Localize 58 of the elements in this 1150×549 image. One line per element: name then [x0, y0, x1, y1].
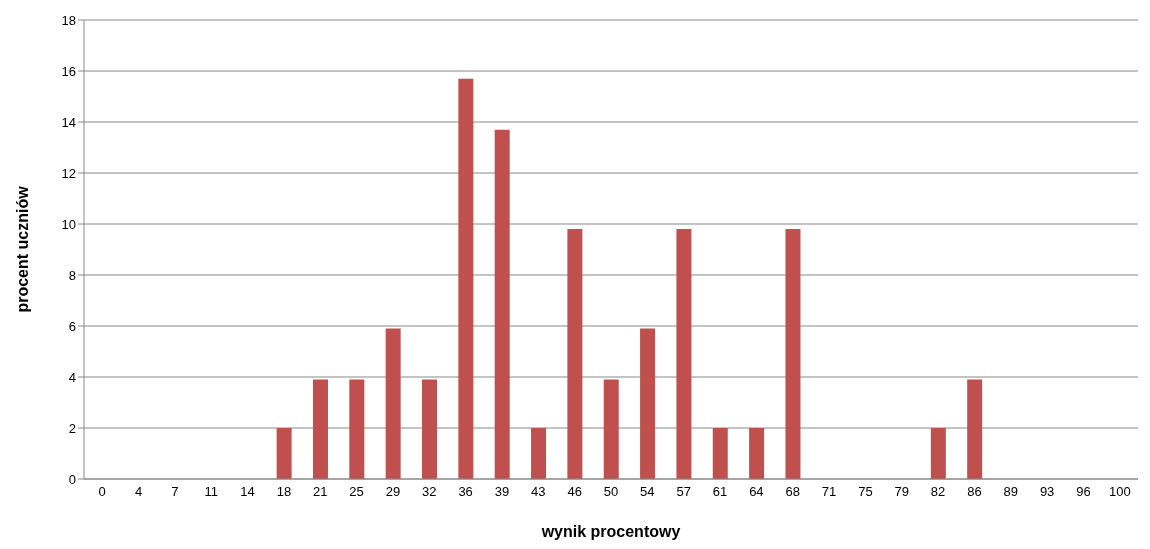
- x-tick-label: 46: [567, 484, 582, 500]
- x-tick-label: 29: [385, 484, 401, 500]
- y-tick-label: 6: [68, 318, 76, 334]
- x-tick-label: 100: [1108, 484, 1131, 500]
- bar: [967, 379, 983, 479]
- bar: [749, 428, 765, 479]
- bar: [494, 129, 510, 479]
- x-tick-label: 82: [930, 484, 946, 500]
- bar: [531, 428, 547, 479]
- bar: [458, 78, 474, 479]
- bar: [930, 428, 946, 479]
- bar: [422, 379, 438, 479]
- y-tick-label: 8: [68, 267, 76, 283]
- y-tick-label: 10: [61, 216, 76, 232]
- x-tick-label: 25: [349, 484, 364, 500]
- y-tick-label: 18: [61, 12, 76, 28]
- x-tick-label: 71: [821, 484, 837, 500]
- x-tick-label: 61: [712, 484, 728, 500]
- bar: [676, 229, 692, 479]
- y-tick-label: 2: [68, 420, 76, 436]
- x-tick-label: 68: [785, 484, 800, 500]
- y-axis-title: procent uczniów: [13, 185, 31, 313]
- x-tick-label: 93: [1039, 484, 1055, 500]
- x-tick-label: 89: [1003, 484, 1019, 500]
- x-tick-label: 43: [531, 484, 546, 500]
- x-tick-label: 54: [640, 484, 655, 500]
- bar: [640, 328, 656, 479]
- x-tick-label: 64: [749, 484, 764, 500]
- x-tick-label: 14: [240, 484, 255, 500]
- x-tick-label: 32: [422, 484, 437, 500]
- bar: [276, 428, 292, 479]
- x-tick-label: 57: [676, 484, 691, 500]
- x-tick-label: 11: [204, 484, 218, 500]
- x-tick-label: 4: [134, 484, 143, 500]
- bar: [349, 379, 365, 479]
- y-tick-label: 4: [68, 369, 76, 385]
- x-tick-label: 0: [98, 484, 106, 500]
- x-tick-label: 18: [276, 484, 292, 500]
- x-tick-label: 21: [313, 484, 328, 500]
- x-tick-label: 7: [171, 484, 179, 500]
- x-tick-label: 36: [458, 484, 473, 500]
- x-tick-label: 86: [967, 484, 982, 500]
- bar: [785, 229, 801, 479]
- x-tick-label: 39: [494, 484, 510, 500]
- bar: [603, 379, 619, 479]
- bar: [312, 379, 328, 479]
- bar: [567, 229, 583, 479]
- y-tick-label: 16: [61, 63, 76, 79]
- x-tick-label: 96: [1076, 484, 1091, 500]
- x-tick-label: 79: [894, 484, 909, 500]
- bar: [712, 428, 728, 479]
- y-tick-label: 14: [61, 114, 76, 130]
- bar: [385, 328, 401, 479]
- x-tick-label: 50: [603, 484, 619, 500]
- y-tick-label: 12: [61, 165, 76, 181]
- y-tick-label: 0: [68, 471, 76, 487]
- x-axis-title: wynik procentowy: [540, 523, 681, 540]
- x-tick-label: 75: [858, 484, 873, 500]
